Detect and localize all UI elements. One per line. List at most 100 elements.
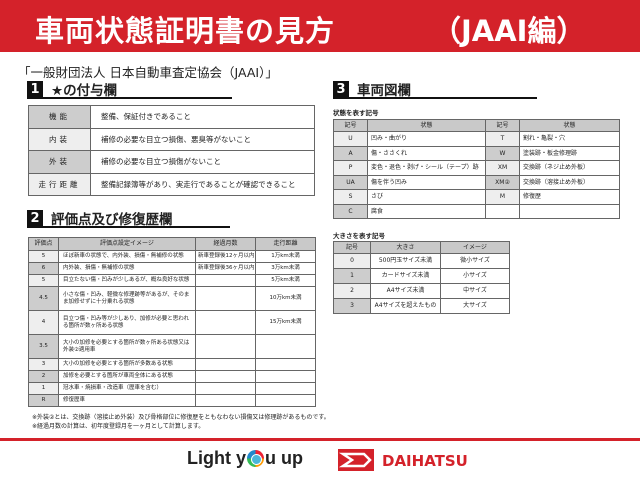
section-number: 3 bbox=[333, 81, 349, 97]
table-cell: S bbox=[333, 189, 368, 205]
table-row: 内装 補修の必要な目立つ損傷、悪臭等がないこと bbox=[28, 127, 315, 151]
table-cell: 6 bbox=[28, 262, 59, 275]
table-row: 6 内外装、損傷・無補修の状態 新車登録後36ヶ月以内 3万km未満 bbox=[28, 262, 316, 275]
table-cell: 腐食 bbox=[367, 203, 486, 219]
table-cell: XM② bbox=[485, 174, 520, 190]
table-cell: 目立つ傷・凹み等が少しあり、加修が必要と思われる箇所が数ヶ所ある状態 bbox=[58, 310, 196, 335]
page-subtitle: （JAAI編） bbox=[432, 14, 586, 48]
table-row: 2 加修を必要とする箇所が車両全体にある状態 bbox=[28, 370, 316, 383]
table-cell: 大小の加修を必要とする箇所が多数ある状態 bbox=[58, 358, 196, 371]
table-cell: 修復歴 bbox=[519, 189, 620, 205]
table-row: U 凹み・曲がり T 割れ・亀裂・穴 bbox=[333, 131, 620, 147]
section-number: 1 bbox=[27, 81, 43, 97]
table-cell: M bbox=[485, 189, 520, 205]
table-row: 走行距離 整備記録簿等があり、実走行であることが確認できること bbox=[28, 172, 315, 196]
table-cell: 塗装跡・板金修理跡 bbox=[519, 145, 620, 161]
table-cell: 1 bbox=[333, 268, 371, 284]
table-row: 5 目立たない傷・凹みが少しあるが、概ね良好な状態 5万km未満 bbox=[28, 274, 316, 287]
table-cell: U bbox=[333, 131, 368, 147]
footnote: ※経過月数の計算は、初年度登録月を一ヶ月として計算します。 bbox=[32, 423, 205, 430]
slogan-logo: Light y u up bbox=[187, 448, 303, 469]
table-cell: 変色・退色・剥げ・シール（テープ）跡 bbox=[367, 160, 486, 176]
ring-o-icon bbox=[247, 450, 264, 467]
daihatsu-logo-icon bbox=[338, 449, 374, 471]
slogan-text: Light y bbox=[187, 448, 246, 468]
table-row: 外装 補修の必要な目立つ損傷がないこと bbox=[28, 150, 315, 174]
table-cell: 新車登録後12ヶ月以内 bbox=[195, 250, 256, 263]
header-row: 記号 状態 記号 状態 bbox=[333, 119, 620, 132]
column-header: 状態 bbox=[367, 119, 486, 132]
section-title: 車両図欄 bbox=[357, 83, 411, 99]
table-cell: 中サイズ bbox=[440, 283, 510, 299]
table-cell: 修復歴車 bbox=[58, 394, 196, 407]
table-row: C 腐食 bbox=[333, 203, 620, 219]
footer-divider bbox=[0, 438, 640, 441]
column-header: 記号 bbox=[333, 119, 368, 132]
table-cell bbox=[195, 358, 256, 371]
section2-heading: 2 評価点及び修復歴欄 bbox=[27, 210, 230, 228]
column-header: 走行距離 bbox=[255, 237, 316, 251]
table-cell bbox=[485, 203, 520, 219]
row-label: 内装 bbox=[28, 127, 91, 151]
table-cell: 1万km未満 bbox=[255, 250, 316, 263]
column-header: 大きさ bbox=[370, 241, 441, 254]
table-cell: 小サイズ bbox=[440, 268, 510, 284]
table-cell: A4サイズを超えたもの bbox=[370, 298, 441, 314]
table-cell: 5 bbox=[28, 250, 59, 263]
table-cell: 交換跡（ネジ止め外板） bbox=[519, 160, 620, 176]
rating-section: 評価点 評価点設定イメージ 経過月数 走行距離 5 ほぼ新車の状態で、内外装、損傷・無補修… bbox=[28, 237, 330, 431]
table-cell: 小さな傷・凹み、軽微な修理跡等があるが、そのまま加修せずに十分乗れる状態 bbox=[58, 286, 196, 311]
table-cell: 5 bbox=[28, 274, 59, 287]
table-cell: 加修を必要とする箇所が車両全体にある状態 bbox=[58, 370, 196, 383]
row-value: 整備記録簿等があり、実走行であることが確認できること bbox=[90, 172, 315, 196]
table-cell: 4.5 bbox=[28, 286, 59, 311]
table-cell: 傷を伴う凹み bbox=[367, 174, 486, 190]
table-cell: 5万km未満 bbox=[255, 274, 316, 287]
table-cell bbox=[255, 358, 316, 371]
table-row: UA 傷を伴う凹み XM② 交換跡（溶接止め外板） bbox=[333, 174, 620, 190]
table-row: 1 冠水車・焼損車・改造車（歴車を含む） bbox=[28, 382, 316, 395]
table-cell: 3 bbox=[333, 298, 371, 314]
page-title: 車両状態証明書の見方 bbox=[35, 14, 336, 48]
table-cell bbox=[519, 203, 620, 219]
row-value: 補修の必要な目立つ損傷、悪臭等がないこと bbox=[90, 127, 315, 151]
condition-caption: 状態を表す記号 bbox=[333, 109, 379, 117]
table-cell: 1 bbox=[28, 382, 59, 395]
table-row: 0 500円玉サイズ未満 微小サイズ bbox=[333, 253, 510, 269]
table-row: 3.5 大小の加修を必要とする箇所が数ヶ所ある状態又は外装②適用車 bbox=[28, 334, 316, 359]
table-row: P 変色・退色・剥げ・シール（テープ）跡 XM 交換跡（ネジ止め外板） bbox=[333, 160, 620, 176]
table-cell: 目立たない傷・凹みが少しあるが、概ね良好な状態 bbox=[58, 274, 196, 287]
table-row: 1 カードサイズ未満 小サイズ bbox=[333, 268, 510, 284]
column-header: 評価点 bbox=[28, 237, 59, 251]
row-label: 外装 bbox=[28, 150, 91, 174]
table-cell: XM bbox=[485, 160, 520, 176]
table-row: R 修復歴車 bbox=[28, 394, 316, 407]
table-cell bbox=[255, 370, 316, 383]
table-row: 3 大小の加修を必要とする箇所が多数ある状態 bbox=[28, 358, 316, 371]
table-cell bbox=[255, 382, 316, 395]
section3-heading: 3 車両図欄 bbox=[333, 81, 537, 99]
table-row: A 傷・ささくれ W 塗装跡・板金修理跡 bbox=[333, 145, 620, 161]
header-row: 記号 大きさ イメージ bbox=[333, 241, 510, 254]
column-header: 記号 bbox=[485, 119, 520, 132]
rating-table: 評価点 評価点設定イメージ 経過月数 走行距離 5 ほぼ新車の状態で、内外装、損傷・無補修… bbox=[28, 237, 316, 407]
table-cell bbox=[195, 286, 256, 311]
slogan-text: u up bbox=[265, 448, 303, 468]
table-cell: 内外装、損傷・無補修の状態 bbox=[58, 262, 196, 275]
table-cell: W bbox=[485, 145, 520, 161]
table-cell: P bbox=[333, 160, 368, 176]
row-value: 補修の必要な目立つ損傷がないこと bbox=[90, 150, 315, 174]
table-cell bbox=[195, 310, 256, 335]
column-header: 状態 bbox=[519, 119, 620, 132]
table-cell: 新車登録後36ヶ月以内 bbox=[195, 262, 256, 275]
table-row: 2 A4サイズ未満 中サイズ bbox=[333, 283, 510, 299]
table-cell: 3 bbox=[28, 358, 59, 371]
table-cell bbox=[195, 274, 256, 287]
column-header: 経過月数 bbox=[195, 237, 256, 251]
row-label: 機能 bbox=[28, 105, 91, 129]
size-symbol-table: 記号 大きさ イメージ 0 500円玉サイズ未満 微小サイズ 1 カードサイズ未満 小サイズ 2 A… bbox=[333, 241, 510, 314]
header-banner bbox=[0, 0, 640, 52]
table-cell bbox=[195, 382, 256, 395]
table-row: 5 ほぼ新車の状態で、内外装、損傷・無補修の状態 新車登録後12ヶ月以内 1万km未満 bbox=[28, 250, 316, 263]
table-cell: 交換跡（溶接止め外板） bbox=[519, 174, 620, 190]
